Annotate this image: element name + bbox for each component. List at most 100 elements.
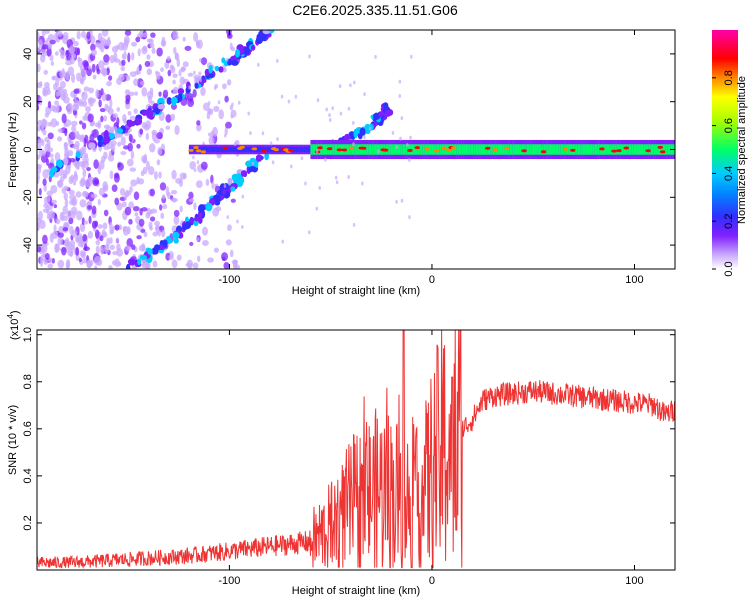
heatmap-cell — [46, 46, 52, 57]
heatmap-cell — [210, 174, 214, 184]
heatmap-cell — [64, 237, 70, 247]
heatmap-cell — [118, 73, 125, 82]
heatmap-cell — [87, 205, 93, 210]
heatmap-cell — [152, 260, 158, 268]
heatmap-cell — [517, 144, 520, 155]
heatmap-cell — [196, 120, 201, 126]
heatmap-cell — [101, 30, 109, 37]
heatmap-cell — [57, 128, 63, 133]
heatmap-cell — [165, 125, 171, 130]
heatmap-cell — [131, 41, 137, 47]
heatmap-cell — [281, 239, 285, 244]
heatmap-cell — [271, 160, 275, 165]
heatmap-cell — [519, 144, 523, 155]
heatmap-cell — [665, 144, 668, 155]
heatmap-cell — [347, 106, 351, 111]
heatmap-cell — [363, 92, 366, 97]
heatmap-cell — [261, 131, 265, 136]
heatmap-cell — [91, 49, 97, 56]
heatmap-cell — [134, 91, 138, 96]
heatmap-cell — [136, 235, 142, 240]
heatmap-cell — [47, 100, 52, 109]
heatmap-cell — [78, 257, 82, 263]
heatmap-cell — [662, 144, 666, 155]
heatmap-cell — [94, 220, 99, 228]
heatmap-cell — [172, 30, 179, 37]
heatmap-cell — [410, 54, 413, 59]
heatmap-cell — [45, 89, 51, 95]
heatmap-cell — [42, 208, 50, 213]
heatmap-cell — [500, 144, 503, 155]
heatmap-cell — [98, 99, 102, 108]
heatmap-cell — [126, 238, 133, 248]
heatmap-cell — [81, 91, 88, 101]
heatmap-cell — [127, 52, 131, 63]
heatmap-cell — [193, 32, 199, 42]
heatmap-cell — [192, 155, 195, 160]
heatmap-cell — [318, 185, 322, 190]
heatmap-cell — [64, 198, 69, 208]
heatmap-cell — [255, 154, 263, 162]
heatmap-cell — [667, 144, 671, 155]
heatmap-cell — [143, 231, 148, 238]
heatmap-cell — [441, 146, 448, 150]
heatmap-cell — [398, 93, 402, 98]
heatmap-cell — [205, 178, 210, 187]
heatmap-cell — [170, 113, 176, 121]
heatmap-cell — [103, 209, 109, 217]
colorbar: 0.0 0.2 0.4 0.6 0.8 Normalized spectral ampl… — [712, 30, 748, 277]
heatmap-cell — [41, 140, 45, 147]
y-tick-label: 0 — [22, 146, 34, 152]
heatmap-cell — [336, 148, 343, 152]
heatmap-cell — [193, 216, 200, 222]
heatmap-cell — [660, 144, 664, 155]
heatmap-cell — [55, 218, 61, 225]
heatmap-cell — [402, 144, 406, 155]
heatmap-cell — [616, 149, 623, 153]
colorbar-tick-label: 0.6 — [723, 118, 735, 133]
heatmap-cell — [62, 93, 66, 102]
heatmap-cell — [251, 147, 258, 151]
heatmap-cell — [49, 153, 54, 158]
heatmap-cell — [59, 70, 67, 78]
heatmap-cell — [360, 146, 367, 150]
heatmap-cell — [173, 46, 177, 55]
heatmap-cell — [172, 86, 179, 95]
heatmap-cell — [43, 69, 48, 75]
heatmap-cell — [130, 150, 135, 160]
heatmap-cell — [166, 55, 171, 61]
heatmap-cell — [326, 147, 333, 151]
heatmap-cell — [134, 70, 141, 75]
heatmap-cell — [655, 144, 659, 155]
heatmap-cell — [226, 215, 230, 220]
heatmap-cell — [334, 175, 338, 180]
heatmap-cell — [335, 180, 339, 185]
heatmap-cell — [551, 144, 554, 155]
heatmap-cell — [351, 144, 355, 155]
heatmap-cell — [341, 148, 348, 152]
heatmap-cell — [249, 146, 253, 153]
heatmap-cell — [157, 103, 166, 110]
heatmap-cell — [72, 180, 77, 186]
heatmap-cell — [242, 46, 250, 55]
heatmap-cell — [303, 146, 306, 153]
heatmap-cell — [136, 143, 141, 149]
heatmap-cell — [347, 174, 350, 179]
heatmap-cell — [63, 122, 68, 127]
snr-series-line — [37, 330, 675, 570]
heatmap-cell — [42, 234, 48, 245]
heatmap-cell — [99, 37, 106, 42]
heatmap-cell — [149, 216, 156, 222]
heatmap-cell — [230, 186, 236, 192]
heatmap-cell — [37, 104, 40, 111]
heatmap-cell — [230, 198, 236, 203]
heatmap-cell — [75, 246, 79, 256]
heatmap-cell — [142, 157, 147, 164]
heatmap-cell — [38, 188, 42, 196]
heatmap-cell — [382, 148, 389, 152]
heatmap-cell — [162, 204, 168, 210]
heatmap-cell — [213, 85, 217, 90]
heatmap-cell — [174, 125, 180, 136]
heatmap-cell — [66, 210, 72, 219]
